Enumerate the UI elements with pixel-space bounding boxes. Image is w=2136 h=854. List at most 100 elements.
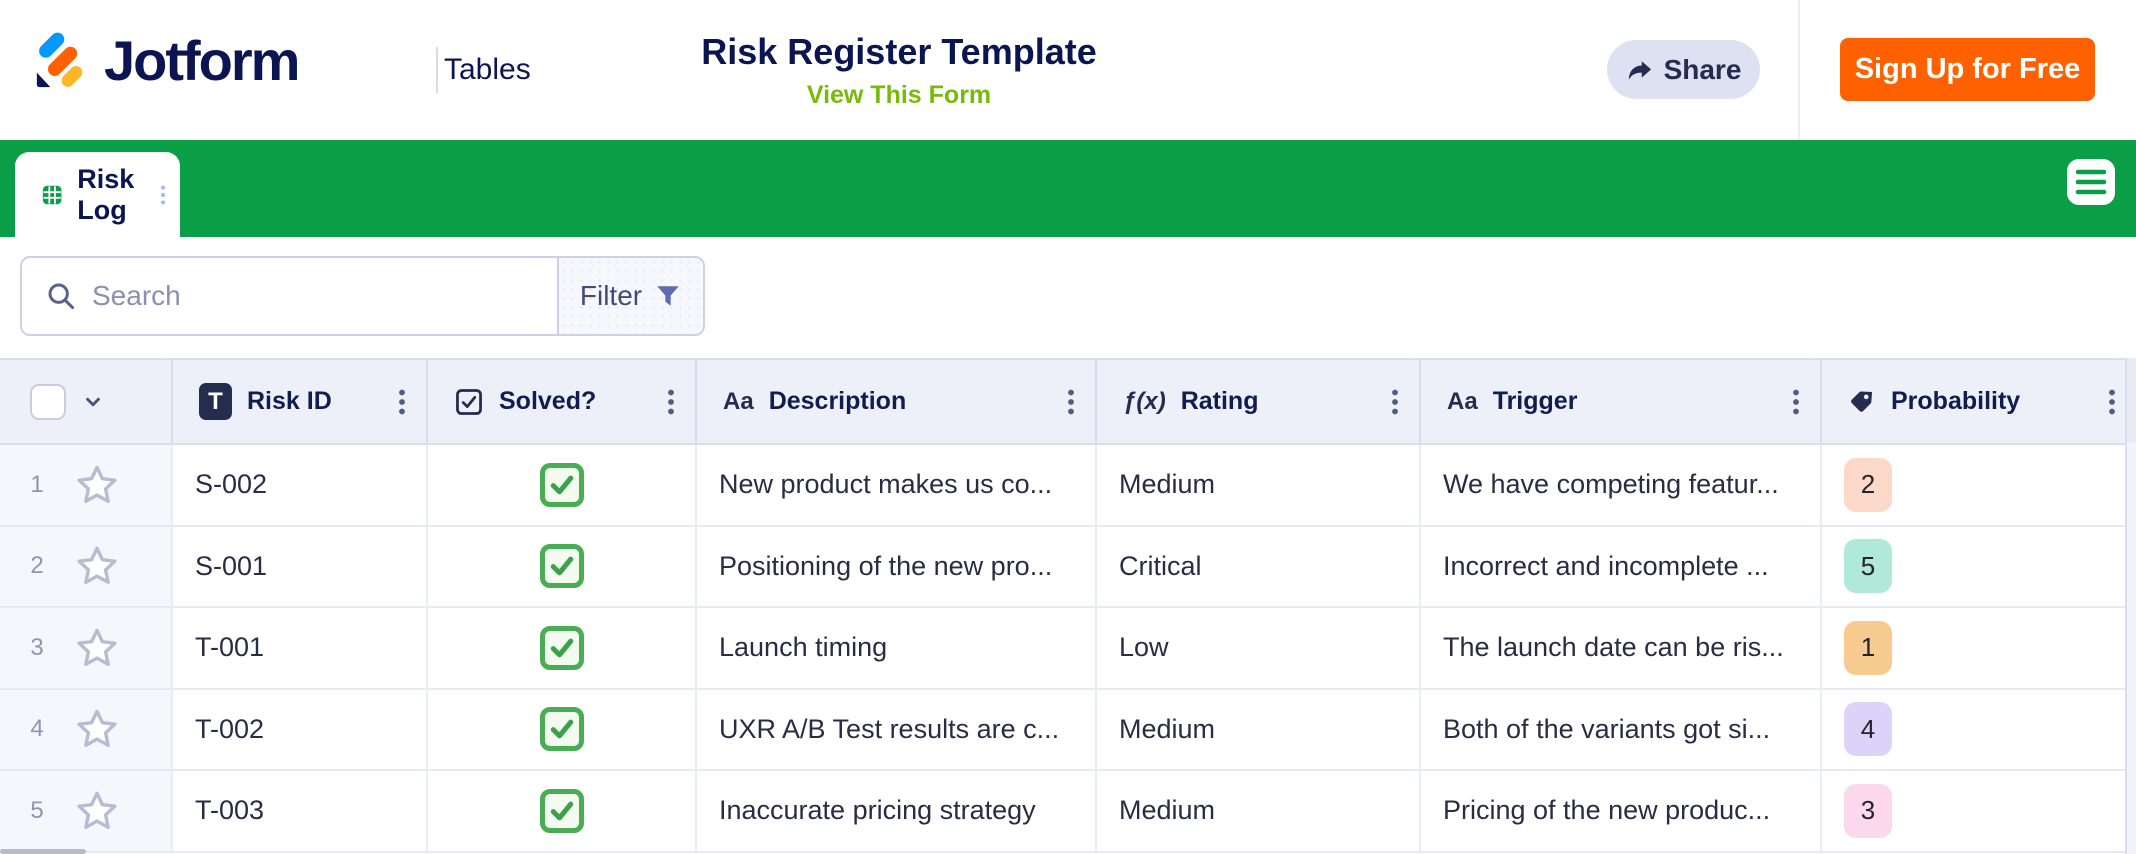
filter-button[interactable]: Filter <box>557 258 703 334</box>
signup-button[interactable]: Sign Up for Free <box>1840 38 2095 101</box>
row-select-cell[interactable]: 2 <box>0 526 173 606</box>
column-header-probability[interactable]: Probability <box>1822 360 2136 443</box>
cell-trigger[interactable]: We have competing featur... <box>1421 445 1822 525</box>
hamburger-menu-button[interactable] <box>2067 159 2115 205</box>
cell-risk-id[interactable]: T-001 <box>173 608 428 688</box>
cell-rating[interactable]: Medium <box>1097 445 1421 525</box>
vertical-scrollbar[interactable] <box>2125 358 2136 854</box>
hamburger-menu-icon <box>2075 169 2107 195</box>
cell-text: Positioning of the new pro... <box>719 550 1053 581</box>
column-menu-icon[interactable] <box>667 388 675 416</box>
cell-rating[interactable]: Medium <box>1097 771 1421 851</box>
tab-dots-menu-icon[interactable] <box>160 178 166 212</box>
checkbox-checked[interactable] <box>539 544 584 589</box>
star-icon[interactable] <box>74 462 120 508</box>
cell-text: Medium <box>1119 469 1216 500</box>
row-select-cell[interactable]: 4 <box>0 689 173 769</box>
cell-probability[interactable]: 4 <box>1822 690 2136 770</box>
cell-trigger[interactable]: Incorrect and incomplete ... <box>1421 526 1822 606</box>
horizontal-scrollbar-thumb[interactable] <box>0 849 86 854</box>
probability-chip: 5 <box>1844 539 1892 594</box>
view-this-form-link[interactable]: View This Form <box>806 80 992 109</box>
cell-trigger[interactable]: Pricing of the new produc... <box>1421 771 1822 851</box>
checkbox-checked[interactable] <box>539 707 584 752</box>
column-menu-icon[interactable] <box>1067 388 1075 416</box>
column-label: Description <box>768 387 907 415</box>
cell-solved[interactable] <box>428 445 697 525</box>
cell-trigger[interactable]: The launch date can be ris... <box>1421 608 1822 688</box>
checkbox-checked[interactable] <box>539 462 584 507</box>
column-menu-icon[interactable] <box>1792 388 1800 416</box>
cell-rating[interactable]: Low <box>1097 608 1421 688</box>
column-header-risk-id[interactable]: T Risk ID <box>173 360 428 443</box>
cell-risk-id[interactable]: S-002 <box>173 445 428 525</box>
cell-text: Both of the variants got si... <box>1443 713 1771 744</box>
share-arrow-icon <box>1628 60 1651 80</box>
cell-text: We have competing featur... <box>1443 469 1779 500</box>
cell-text: The launch date can be ris... <box>1443 632 1784 663</box>
cell-solved[interactable] <box>428 608 697 688</box>
cell-solved[interactable] <box>428 771 697 851</box>
chevron-down-icon[interactable] <box>81 390 105 414</box>
table-row: 2 S-001 Positioning of the new pro... Cr… <box>0 526 2136 608</box>
cell-text: UXR A/B Test results are c... <box>719 713 1060 744</box>
share-button[interactable]: Share <box>1607 40 1760 99</box>
column-menu-icon[interactable] <box>2108 388 2116 416</box>
search-area[interactable] <box>22 258 557 334</box>
probability-chip: 1 <box>1844 620 1892 675</box>
select-all-checkbox[interactable] <box>30 383 66 420</box>
table-row: 5 T-003 Inaccurate pricing strategy Medi… <box>0 771 2136 853</box>
checkbox-checked[interactable] <box>539 625 584 670</box>
jotform-logo[interactable]: Jotform <box>32 28 300 93</box>
column-header-rating[interactable]: ƒ(x) Rating <box>1097 360 1421 443</box>
column-label: Trigger <box>1492 387 1578 415</box>
column-menu-icon[interactable] <box>398 388 406 416</box>
column-header-description[interactable]: Aa Description <box>697 360 1097 443</box>
cell-probability[interactable]: 2 <box>1822 445 2136 525</box>
cell-solved[interactable] <box>428 526 697 606</box>
row-number: 1 <box>30 470 44 498</box>
row-select-cell[interactable]: 3 <box>0 608 173 688</box>
cell-description[interactable]: Launch timing <box>697 608 1097 688</box>
cell-probability[interactable]: 3 <box>1822 771 2136 851</box>
cell-risk-id[interactable]: T-002 <box>173 689 428 769</box>
cell-text: Launch timing <box>719 632 888 663</box>
star-icon[interactable] <box>74 706 120 752</box>
column-header-select-all[interactable] <box>0 360 173 443</box>
probability-chip: 2 <box>1844 457 1892 512</box>
star-icon[interactable] <box>74 543 120 589</box>
Aa-text-icon: Aa <box>723 387 754 415</box>
cell-probability[interactable]: 5 <box>1822 527 2136 607</box>
filter-funnel-icon <box>657 286 679 306</box>
column-header-solved[interactable]: Solved? <box>428 360 697 443</box>
search-filter-box: Filter <box>20 256 705 336</box>
jotform-logo-text: Jotform <box>104 29 300 92</box>
column-menu-icon[interactable] <box>1391 388 1399 416</box>
cell-risk-id[interactable]: S-001 <box>173 526 428 606</box>
star-icon[interactable] <box>74 625 120 671</box>
cell-solved[interactable] <box>428 689 697 769</box>
cell-text: S-001 <box>195 550 268 581</box>
cell-trigger[interactable]: Both of the variants got si... <box>1421 689 1822 769</box>
search-input[interactable] <box>92 280 512 312</box>
row-select-cell[interactable]: 1 <box>0 445 173 525</box>
column-header-trigger[interactable]: Aa Trigger <box>1421 360 1822 443</box>
cell-text: Pricing of the new produc... <box>1443 795 1771 826</box>
cell-risk-id[interactable]: T-003 <box>173 771 428 851</box>
cell-description[interactable]: New product makes us co... <box>697 445 1097 525</box>
tab-risk-log[interactable]: Risk Log <box>15 152 180 237</box>
cell-text: T-002 <box>195 713 265 744</box>
cell-rating[interactable]: Medium <box>1097 689 1421 769</box>
risk-log-table: T Risk ID Solved? Aa Description <box>0 358 2136 854</box>
cell-probability[interactable]: 1 <box>1822 608 2136 688</box>
checkbox-checked[interactable] <box>539 788 584 833</box>
row-select-cell[interactable]: 5 <box>0 771 173 851</box>
vertical-scrollbar-track-header <box>2127 358 2136 443</box>
cell-rating[interactable]: Critical <box>1097 526 1421 606</box>
star-icon[interactable] <box>74 788 120 834</box>
cell-description[interactable]: UXR A/B Test results are c... <box>697 689 1097 769</box>
cell-description[interactable]: Inaccurate pricing strategy <box>697 771 1097 851</box>
row-number: 2 <box>30 552 44 580</box>
cell-description[interactable]: Positioning of the new pro... <box>697 526 1097 606</box>
